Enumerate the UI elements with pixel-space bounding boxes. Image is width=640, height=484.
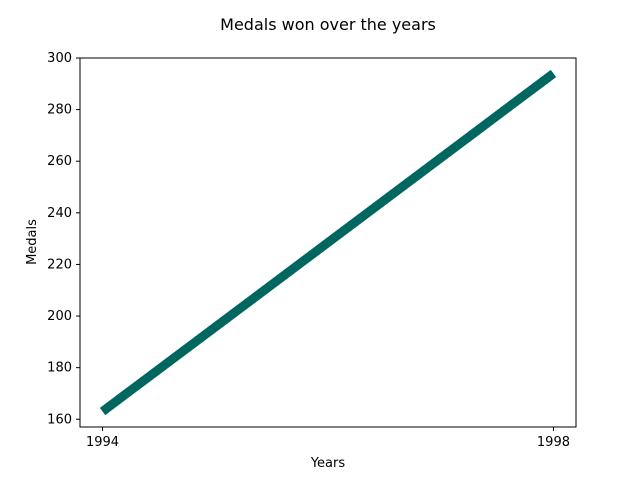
y-axis-ticks: 160 180 200 220 240 260 280 300 (47, 51, 80, 427)
y-tick-label: 200 (47, 309, 72, 324)
series-layer (99, 69, 557, 416)
y-tick-label: 160 (47, 412, 72, 427)
chart-title: Medals won over the years (220, 15, 436, 34)
x-axis-label: Years (310, 456, 346, 471)
y-tick-label: 220 (47, 257, 72, 272)
y-tick-label: 280 (47, 103, 72, 118)
x-tick-label: 1994 (86, 435, 119, 450)
x-axis-ticks: 1994 1998 (86, 427, 570, 450)
y-tick-label: 180 (47, 361, 72, 376)
y-tick-label: 240 (47, 206, 72, 221)
plot-frame (79, 57, 577, 428)
y-tick-label: 260 (47, 154, 72, 169)
x-tick-label: 1998 (537, 435, 570, 450)
series-line-0 (99, 69, 557, 416)
y-axis-label: Medals (25, 219, 40, 265)
y-tick-label: 300 (47, 51, 72, 66)
